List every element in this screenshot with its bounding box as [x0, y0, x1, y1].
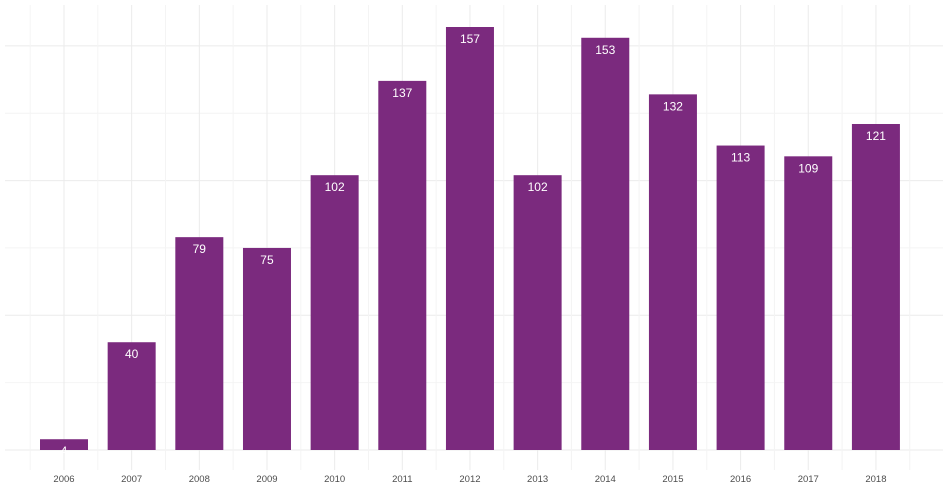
- bar-2017: [784, 156, 833, 451]
- bar-2006: [40, 439, 88, 450]
- bar-2018: [851, 123, 900, 451]
- bar-2016: [716, 145, 765, 450]
- x-tick-label-2012: 2012: [459, 474, 480, 485]
- bar-2012: [445, 27, 494, 450]
- data-label-2018: 121: [866, 129, 886, 143]
- data-label-2011: 137: [392, 86, 412, 100]
- x-tick-label-2018: 2018: [865, 474, 886, 485]
- bar-2008: [175, 237, 224, 450]
- x-tick-label-2009: 2009: [256, 474, 277, 485]
- bar-2011: [378, 80, 427, 451]
- data-labels: 4 40 79 75 102 137 157 102 153 132 113 109 121: [61, 32, 887, 458]
- x-tick-label-2013: 2013: [527, 474, 548, 485]
- data-label-2017: 109: [798, 161, 818, 175]
- data-label-2016: 113: [731, 151, 750, 165]
- data-label-2009: 75: [260, 253, 274, 267]
- data-label-2015: 132: [663, 99, 683, 113]
- x-tick-label-2010: 2010: [324, 474, 345, 485]
- x-tick-label-2008: 2008: [189, 474, 210, 485]
- bar-2015: [648, 94, 697, 450]
- bar-2013: [513, 175, 562, 451]
- x-tick-label-2015: 2015: [662, 474, 683, 485]
- x-tick-label-2017: 2017: [798, 474, 819, 485]
- data-label-2013: 102: [528, 180, 548, 194]
- bar-2010: [310, 175, 359, 451]
- x-tick-label-2011: 2011: [392, 474, 412, 485]
- bar-2009: [242, 247, 291, 450]
- x-tick-label-2006: 2006: [53, 474, 74, 485]
- bar-2014: [581, 37, 630, 450]
- data-label-2006: 4: [61, 444, 68, 458]
- data-label-2008: 79: [193, 242, 207, 256]
- x-tick-label-2007: 2007: [121, 474, 142, 485]
- x-tick-label-2016: 2016: [730, 474, 751, 485]
- bar-2007: [107, 342, 156, 450]
- data-label-2014: 153: [595, 43, 615, 57]
- data-label-2007: 40: [125, 347, 139, 361]
- bars: [40, 27, 900, 451]
- x-tick-label-2014: 2014: [595, 474, 616, 485]
- data-label-2012: 157: [460, 32, 480, 46]
- x-axis-tick-labels: 2006 2007 2008 2009 2010 2011 2012 2013 2014 2015…: [53, 474, 886, 485]
- data-label-2010: 102: [325, 180, 345, 194]
